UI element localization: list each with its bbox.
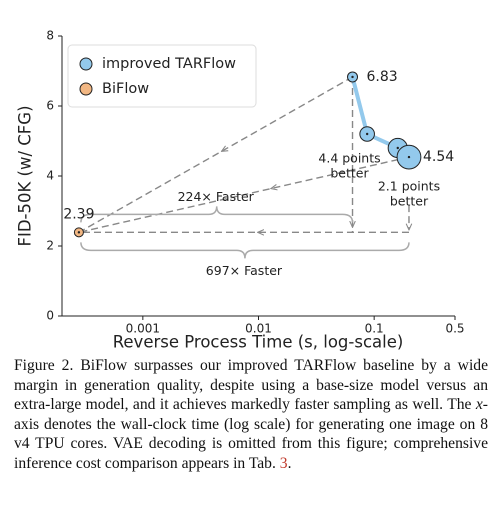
brace bbox=[80, 242, 410, 259]
guide-line bbox=[78, 76, 353, 233]
caption-label: Figure 2. bbox=[14, 357, 74, 374]
point-center bbox=[396, 146, 399, 150]
x-tick-label: 0.1 bbox=[365, 322, 384, 336]
legend-label: BiFlow bbox=[102, 81, 149, 97]
y-tick-label: 4 bbox=[46, 169, 54, 183]
x-tick-label: 0.001 bbox=[126, 322, 160, 336]
x-tick-label: 0.01 bbox=[245, 322, 272, 336]
annotation: 224× Faster bbox=[178, 189, 255, 204]
chart: 0 2 4 6 8 0.001 0.01 0.1 0.5 224× Faster 697× Fast… bbox=[16, 29, 465, 352]
x-tick-label: 0.5 bbox=[445, 322, 464, 336]
value-label: 6.83 bbox=[367, 69, 398, 85]
annotation: better bbox=[330, 166, 369, 181]
brace bbox=[80, 206, 354, 223]
annotation: 697× Faster bbox=[206, 263, 283, 278]
legend-swatch bbox=[79, 57, 93, 71]
table-ref[interactable]: 3 bbox=[279, 454, 288, 472]
y-tick-label: 2 bbox=[46, 239, 54, 253]
y-tick-label: 8 bbox=[46, 29, 54, 43]
point-center bbox=[407, 155, 411, 159]
value-label: 2.39 bbox=[63, 206, 94, 222]
point-center bbox=[77, 231, 81, 234]
annotation: better bbox=[390, 194, 429, 209]
legend-box bbox=[67, 44, 257, 108]
caption: Figure 2. BiFlow surpasses our improved … bbox=[14, 356, 488, 474]
y-axis-label: FID-50K (w/ CFG) bbox=[16, 105, 35, 246]
y-tick-label: 6 bbox=[46, 99, 54, 113]
value-label: 4.54 bbox=[423, 149, 454, 165]
annotation: 4.4 points bbox=[318, 151, 380, 166]
x-axis-label: Reverse Process Time (s, log-scale) bbox=[113, 333, 404, 352]
guide-line bbox=[78, 156, 410, 234]
y-tick-label: 0 bbox=[46, 309, 54, 323]
caption-text: . bbox=[287, 454, 292, 472]
legend-swatch bbox=[79, 82, 93, 96]
point-center bbox=[351, 75, 354, 79]
caption-text: -axis denotes the wall-clock time (log s… bbox=[14, 396, 488, 472]
caption-math: x bbox=[475, 396, 483, 414]
point-center bbox=[365, 132, 369, 136]
annotation: 2.1 points bbox=[378, 179, 440, 194]
legend-label: improved TARFlow bbox=[102, 56, 236, 72]
caption-text: BiFlow surpasses our improved TARFlow ba… bbox=[14, 357, 488, 414]
